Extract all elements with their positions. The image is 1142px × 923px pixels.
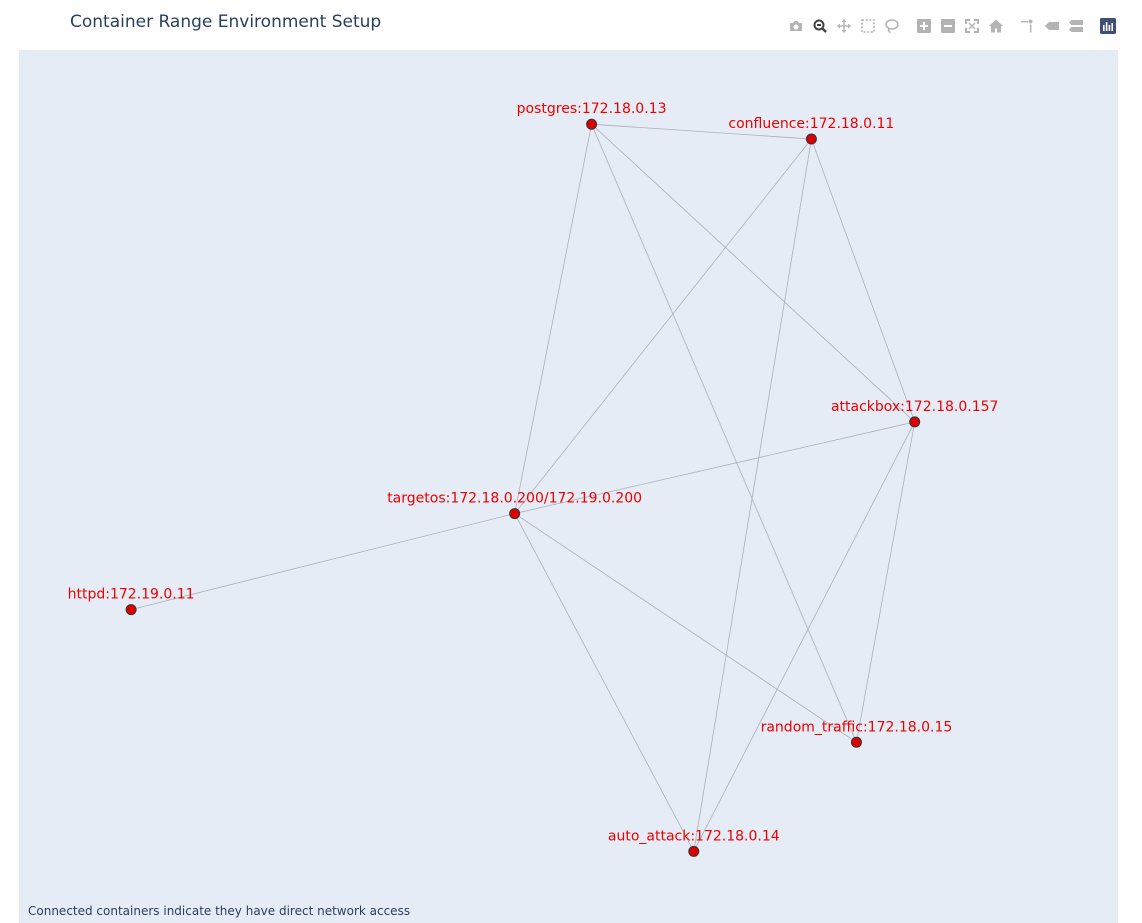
home-button[interactable] (984, 17, 1008, 39)
hover-compare-button[interactable] (1064, 17, 1088, 39)
chart-title: Container Range Environment Setup (70, 12, 382, 32)
node-postgres[interactable] (586, 118, 598, 130)
node-targetos[interactable] (509, 508, 521, 520)
spike-lines-icon (1020, 18, 1036, 38)
hover-closest-icon (1044, 18, 1060, 38)
node-confluence[interactable] (805, 133, 817, 145)
edges-layer (131, 123, 916, 852)
edge-confluence-attackbox (811, 138, 916, 423)
zoom-out-icon (940, 18, 956, 38)
network-graph[interactable]: postgres:172.18.0.13 confluence:172.18.0.… (19, 50, 1118, 923)
pan-icon (836, 18, 852, 38)
node-label-attackbox: attackbox:172.18.0.157 (831, 399, 998, 415)
hover-closest-button[interactable] (1040, 17, 1064, 39)
edge-confluence-targetos (514, 138, 812, 514)
edge-postgres-targetos (514, 124, 592, 514)
edge-postgres-confluence (591, 123, 812, 140)
node-label-httpd: httpd:172.19.0.11 (68, 587, 195, 603)
node-label-random_traffic: random_traffic:172.18.0.15 (761, 719, 953, 735)
footnote-annotation: Connected containers indicate they have … (28, 904, 411, 918)
edge-attackbox-random_traffic (856, 421, 916, 743)
edge-targetos-auto_attack (514, 513, 695, 852)
camera-button[interactable] (784, 17, 808, 39)
edge-attackbox-auto_attack (693, 421, 916, 852)
box-select-button[interactable] (856, 17, 880, 39)
labels-layer: postgres:172.18.0.13 confluence:172.18.0.… (68, 101, 999, 844)
edge-postgres-random_traffic (591, 124, 857, 743)
zoom-out-button[interactable] (936, 17, 960, 39)
node-auto_attack[interactable] (688, 845, 700, 857)
node-httpd[interactable] (125, 604, 137, 616)
plotly-logo-icon (1100, 18, 1116, 38)
lasso-select-button[interactable] (880, 17, 904, 39)
node-attackbox[interactable] (909, 416, 921, 428)
node-random_traffic[interactable] (850, 736, 862, 748)
modebar (784, 17, 1120, 39)
plot-area[interactable]: postgres:172.18.0.13 confluence:172.18.0.… (19, 50, 1118, 923)
home-icon (988, 18, 1004, 38)
zoom-button[interactable] (808, 17, 832, 39)
zoom-in-icon (916, 18, 932, 38)
autoscale-button[interactable] (960, 17, 984, 39)
node-label-auto_attack: auto_attack:172.18.0.14 (608, 828, 780, 844)
node-label-confluence: confluence:172.18.0.11 (728, 116, 894, 132)
hover-compare-icon (1068, 18, 1084, 38)
node-label-postgres: postgres:172.18.0.13 (517, 101, 667, 117)
plotly-logo-button[interactable] (1096, 17, 1120, 39)
autoscale-icon (964, 18, 980, 38)
nodes-layer (125, 118, 921, 857)
edge-targetos-httpd (131, 513, 515, 610)
box-select-icon (860, 18, 876, 38)
edge-targetos-random_traffic (514, 513, 857, 743)
spike-lines-button[interactable] (1016, 17, 1040, 39)
node-label-targetos: targetos:172.18.0.200/172.19.0.200 (387, 491, 642, 507)
edge-attackbox-targetos (514, 421, 915, 514)
camera-icon (788, 18, 804, 38)
edge-postgres-attackbox (591, 123, 915, 423)
pan-button[interactable] (832, 17, 856, 39)
edge-confluence-auto_attack (693, 138, 812, 852)
zoom-in-button[interactable] (912, 17, 936, 39)
zoom-icon (812, 18, 828, 38)
lasso-select-icon (884, 18, 900, 38)
